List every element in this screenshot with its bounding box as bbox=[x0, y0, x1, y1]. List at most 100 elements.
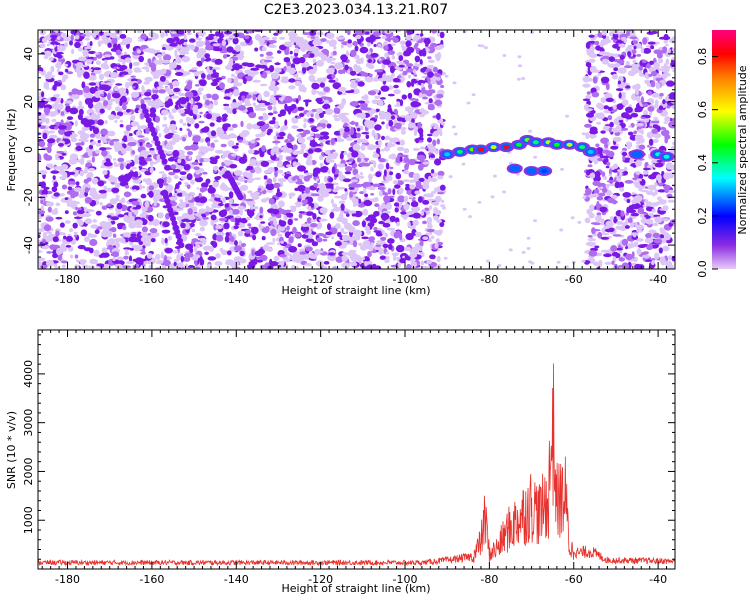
noise-speckle bbox=[427, 104, 435, 108]
noise-speckle bbox=[389, 215, 396, 223]
noise-speckle bbox=[658, 36, 667, 40]
noise-speckle bbox=[200, 56, 205, 63]
noise-speckle bbox=[291, 264, 296, 269]
noise-speckle bbox=[261, 145, 266, 152]
noise-speckle bbox=[601, 187, 608, 193]
noise-speckle bbox=[194, 260, 198, 267]
noise-speckle bbox=[164, 103, 168, 107]
noise-speckle bbox=[56, 61, 62, 65]
noise-speckle bbox=[204, 211, 210, 216]
noise-speckle bbox=[317, 91, 327, 96]
noise-speckle bbox=[263, 123, 270, 129]
noise-speckle bbox=[627, 131, 634, 136]
noise-speckle bbox=[254, 250, 264, 257]
noise-speckle bbox=[149, 111, 154, 118]
noise-speckle bbox=[129, 247, 134, 251]
noise-speckle bbox=[69, 94, 75, 99]
noise-speckle bbox=[385, 123, 389, 130]
noise-speckle bbox=[407, 122, 416, 129]
noise-speckle bbox=[385, 251, 390, 255]
noise-speckle bbox=[174, 49, 178, 57]
noise-speckle bbox=[70, 30, 77, 35]
noise-speckle bbox=[145, 143, 153, 148]
noise-speckle bbox=[269, 65, 275, 73]
noise-speckle bbox=[577, 220, 582, 224]
noise-speckle bbox=[645, 115, 651, 119]
noise-speckle bbox=[355, 173, 360, 179]
noise-speckle bbox=[50, 65, 55, 73]
noise-speckle bbox=[140, 99, 145, 105]
noise-speckle bbox=[46, 251, 53, 254]
noise-speckle bbox=[385, 175, 393, 182]
noise-speckle bbox=[38, 170, 48, 175]
noise-speckle bbox=[263, 59, 273, 63]
noise-speckle bbox=[310, 113, 314, 118]
noise-speckle bbox=[308, 205, 312, 212]
noise-speckle bbox=[289, 50, 293, 55]
noise-speckle bbox=[117, 237, 126, 243]
noise-speckle bbox=[600, 130, 606, 134]
noise-speckle bbox=[352, 143, 361, 151]
noise-speckle bbox=[217, 32, 224, 37]
noise-speckle bbox=[165, 256, 173, 261]
noise-speckle bbox=[113, 161, 117, 166]
noise-speckle bbox=[48, 134, 58, 139]
noise-speckle bbox=[642, 185, 646, 189]
noise-speckle bbox=[101, 149, 108, 157]
noise-speckle bbox=[427, 137, 432, 143]
noise-speckle bbox=[229, 164, 238, 169]
noise-speckle bbox=[139, 141, 143, 147]
noise-speckle bbox=[283, 259, 291, 263]
noise-speckle bbox=[252, 91, 258, 95]
noise-speckle bbox=[247, 210, 255, 217]
noise-speckle bbox=[634, 263, 642, 269]
noise-speckle bbox=[402, 71, 408, 76]
noise-speckle bbox=[589, 129, 598, 135]
noise-speckle bbox=[656, 41, 660, 45]
noise-speckle bbox=[120, 197, 126, 203]
noise-speckle bbox=[183, 256, 191, 262]
noise-speckle bbox=[516, 77, 521, 81]
noise-speckle bbox=[416, 154, 426, 161]
noise-speckle bbox=[116, 202, 123, 210]
noise-speckle bbox=[626, 206, 630, 215]
noise-speckle bbox=[221, 113, 228, 119]
noise-speckle bbox=[377, 43, 382, 47]
noise-speckle bbox=[248, 106, 253, 111]
noise-speckle bbox=[412, 69, 417, 74]
noise-speckle bbox=[268, 40, 277, 44]
noise-speckle bbox=[252, 94, 257, 101]
noise-speckle bbox=[192, 114, 197, 120]
noise-speckle bbox=[406, 211, 415, 215]
noise-speckle bbox=[223, 96, 231, 100]
echo-core bbox=[566, 142, 573, 147]
noise-speckle bbox=[401, 126, 407, 131]
x-tick-label: -160 bbox=[139, 273, 164, 286]
noise-speckle bbox=[39, 241, 49, 246]
noise-speckle bbox=[184, 252, 194, 258]
noise-speckle bbox=[411, 189, 416, 196]
noise-speckle bbox=[161, 229, 171, 234]
noise-speckle bbox=[385, 78, 394, 83]
noise-speckle bbox=[267, 112, 274, 116]
noise-speckle bbox=[343, 151, 347, 156]
noise-speckle bbox=[173, 87, 181, 93]
noise-speckle bbox=[672, 141, 675, 146]
echo-core bbox=[490, 145, 497, 150]
noise-speckle bbox=[666, 80, 675, 87]
noise-speckle bbox=[158, 89, 166, 94]
noise-speckle bbox=[161, 173, 167, 178]
noise-speckle bbox=[619, 187, 625, 192]
noise-speckle bbox=[593, 188, 600, 195]
noise-speckle bbox=[59, 222, 65, 228]
noise-speckle bbox=[86, 160, 93, 163]
noise-speckle bbox=[627, 209, 637, 214]
noise-speckle bbox=[584, 123, 592, 128]
noise-speckle bbox=[559, 228, 564, 232]
noise-speckle bbox=[55, 230, 60, 237]
noise-speckle bbox=[581, 259, 586, 263]
noise-speckle bbox=[462, 30, 467, 34]
noise-speckle bbox=[461, 162, 466, 166]
noise-speckle bbox=[332, 50, 337, 56]
noise-speckle bbox=[432, 66, 438, 73]
